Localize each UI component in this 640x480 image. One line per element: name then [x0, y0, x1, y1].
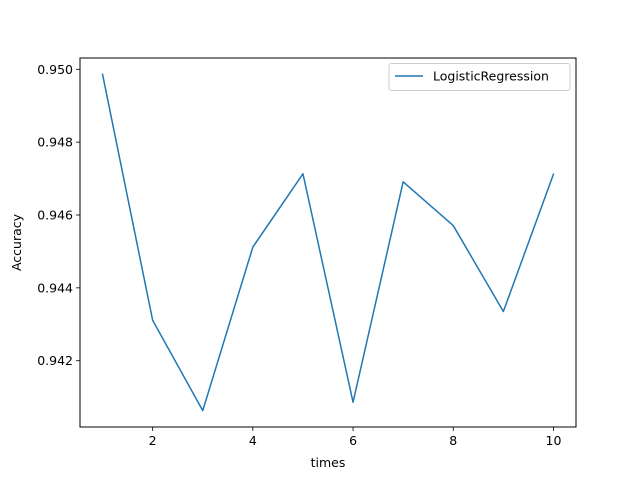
- x-tick-label: 4: [249, 433, 257, 448]
- series-layer: [101, 73, 555, 412]
- plot-area: [80, 58, 576, 427]
- x-axis-ticks: 2 4 6 8 10: [149, 427, 562, 448]
- y-tick-label: 0.948: [37, 135, 73, 150]
- y-tick-label: 0.944: [37, 280, 73, 295]
- legend: LogisticRegression: [388, 63, 571, 91]
- y-tick-label: 0.950: [37, 62, 73, 77]
- x-axis-label: times: [311, 455, 346, 470]
- series-line-logisticregression: [101, 73, 555, 412]
- legend-box: [388, 63, 571, 91]
- x-tick-label: 6: [349, 433, 357, 448]
- y-tick-label: 0.942: [37, 353, 73, 368]
- y-axis-label: Accuracy: [9, 213, 24, 271]
- x-tick-label: 2: [149, 433, 157, 448]
- legend-label-logisticregression: LogisticRegression: [433, 69, 549, 84]
- y-axis-ticks: 0.942 0.944 0.946 0.948 0.950: [37, 62, 80, 368]
- plot-frame: [79, 57, 577, 428]
- x-tick-label: 10: [546, 433, 562, 448]
- y-tick-label: 0.946: [37, 207, 73, 222]
- x-tick-label: 8: [449, 433, 457, 448]
